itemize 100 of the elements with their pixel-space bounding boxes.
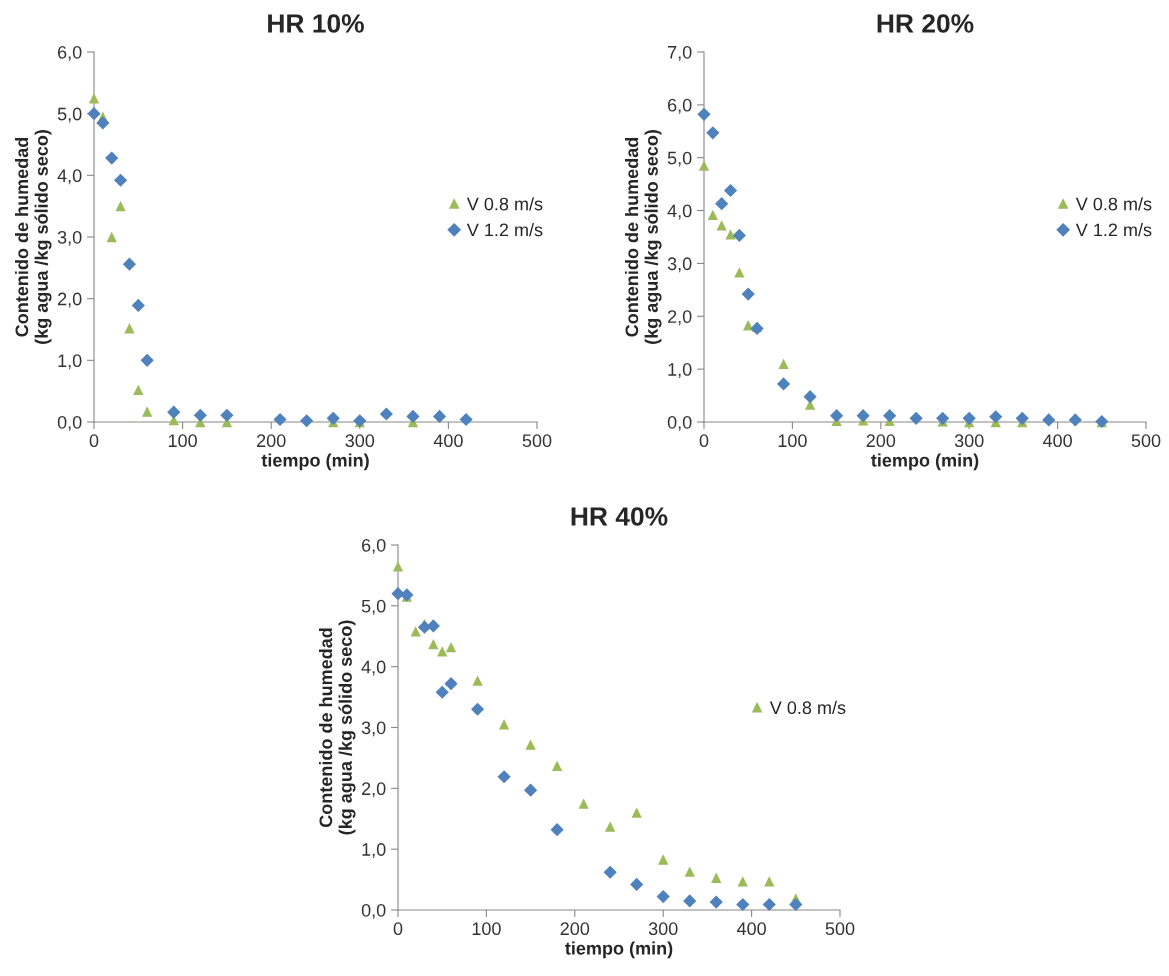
x-axis-title: tiempo (min): [565, 941, 673, 959]
point: [498, 719, 510, 730]
point: [410, 626, 421, 637]
point: [716, 220, 727, 231]
x-tick-label: 400: [433, 434, 463, 448]
point: [883, 409, 897, 423]
y-tick-label: 7,0: [668, 45, 692, 61]
point: [698, 160, 710, 171]
point: [550, 823, 564, 837]
x-tick-label: 100: [778, 434, 807, 448]
point: [551, 760, 563, 771]
y-tick-label: 3,0: [57, 230, 82, 246]
point: [936, 411, 950, 425]
point: [459, 412, 473, 427]
point: [603, 865, 617, 879]
point: [444, 677, 458, 691]
legend-label: V 0.8 m/s: [466, 197, 543, 211]
point: [406, 409, 420, 424]
point: [656, 890, 670, 904]
point: [776, 377, 791, 391]
point: [962, 411, 976, 425]
x-tick-label: 200: [866, 434, 896, 448]
point: [803, 390, 817, 404]
point: [715, 197, 729, 211]
y-tick-label: 1,0: [668, 363, 692, 378]
x-tick-label: 100: [472, 922, 501, 936]
point: [658, 854, 669, 865]
legend-label: V 1.2 m/s: [1075, 223, 1152, 237]
point: [437, 646, 448, 657]
chart-title: HR 20%: [877, 14, 974, 33]
point: [909, 411, 923, 425]
point: [741, 287, 755, 301]
point: [764, 876, 775, 887]
x-tick-label: 400: [736, 922, 766, 936]
chart-title: HR 40%: [571, 507, 668, 526]
legend-label: V 0.8 m/s: [769, 700, 846, 715]
point: [697, 107, 711, 121]
point: [432, 409, 447, 424]
point: [142, 406, 153, 417]
point: [133, 384, 144, 396]
y-tick-label: 6,0: [58, 45, 82, 61]
point: [445, 642, 457, 653]
point: [630, 877, 644, 892]
y-tick-label: 5,0: [57, 107, 82, 123]
point: [105, 151, 119, 165]
y-tick-label: 4,0: [361, 660, 386, 676]
x-tick-label: 400: [1042, 434, 1072, 448]
point: [711, 872, 722, 883]
point: [737, 876, 748, 887]
point: [723, 183, 738, 198]
y-tick-label: 4,0: [667, 204, 692, 220]
legend-label: V 0.8 m/s: [1075, 197, 1152, 211]
point: [1015, 411, 1029, 425]
point: [124, 323, 135, 334]
point: [392, 561, 404, 572]
point: [989, 410, 1003, 424]
y-tick-label: 2,0: [58, 292, 82, 308]
point: [778, 358, 789, 370]
point: [426, 619, 440, 633]
point: [167, 405, 181, 419]
x-tick-label: 300: [648, 922, 678, 936]
point: [428, 639, 439, 650]
point: [1068, 413, 1082, 427]
point: [326, 411, 340, 425]
chart-title: HR 10%: [268, 14, 364, 33]
x-tick-label: 500: [1131, 434, 1161, 448]
x-axis-title: tiempo (min): [261, 453, 369, 471]
y-tick-label: 3,0: [361, 721, 386, 737]
point: [631, 807, 642, 818]
point: [856, 409, 870, 423]
point: [524, 783, 538, 797]
point: [1042, 413, 1056, 427]
point: [525, 739, 536, 750]
y-axis-title: Contenido de humedad (kg agua /kg sólido seco): [318, 620, 356, 835]
point: [789, 897, 803, 912]
point: [115, 201, 126, 212]
point: [88, 93, 100, 104]
point: [578, 798, 589, 809]
x-tick-label: 100: [168, 434, 197, 448]
y-tick-label: 1,0: [362, 843, 386, 859]
y-tick-label: 0,0: [57, 415, 82, 431]
x-tick-label: 300: [345, 434, 375, 448]
x-tick-label: 500: [825, 922, 855, 936]
point: [709, 895, 723, 909]
point: [736, 897, 750, 912]
point: [750, 321, 764, 336]
x-tick-label: 0: [89, 434, 99, 448]
legend-label: V 1.2 m/s: [466, 223, 543, 237]
y-tick-label: 1,0: [58, 354, 82, 370]
x-tick-label: 0: [699, 434, 709, 448]
x-tick-label: 200: [560, 922, 590, 936]
point: [470, 702, 485, 716]
y-tick-label: 0,0: [667, 415, 692, 431]
point: [273, 412, 287, 427]
point: [106, 231, 117, 243]
point: [684, 866, 695, 877]
y-tick-label: 5,0: [667, 151, 692, 167]
point: [193, 408, 207, 422]
x-axis-title: tiempo (min): [871, 453, 979, 471]
y-tick-label: 0,0: [361, 903, 386, 919]
